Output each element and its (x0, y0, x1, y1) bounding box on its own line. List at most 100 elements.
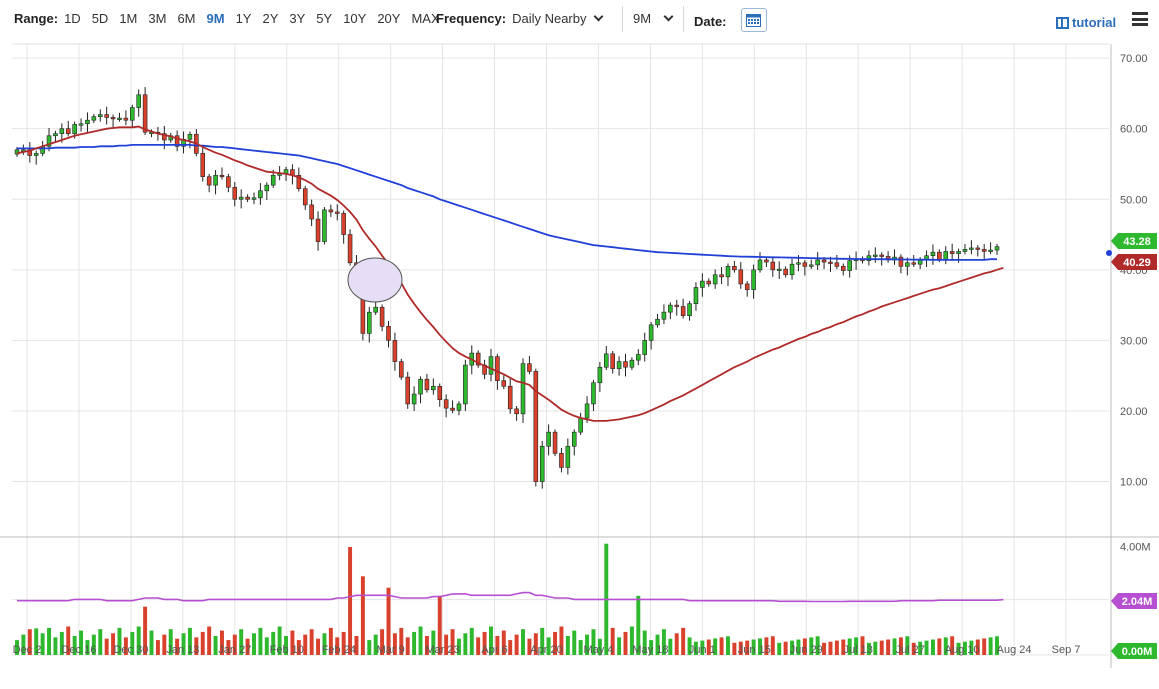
volume-bar (828, 641, 833, 655)
volume-bar (629, 626, 634, 655)
period-dropdown[interactable]: 9M (633, 11, 674, 26)
candle (91, 116, 97, 121)
volume-bar (489, 626, 493, 655)
volume-bar (591, 629, 596, 655)
candle (744, 283, 750, 290)
volume-bar (296, 640, 301, 655)
range-button-20y[interactable]: 20Y (377, 11, 401, 26)
chart[interactable]: Dec 2 Dec 16 Dec 30 Jan 13 Jan 27 Feb 10 Feb 2… (0, 38, 1159, 689)
volume-bar (335, 637, 340, 655)
volume-bar (540, 627, 545, 655)
x-tick-label: Apr 6 (481, 644, 507, 656)
x-tick-label: Jul 27 (895, 644, 924, 656)
volume-bar (367, 640, 372, 655)
date-label: Date: (694, 14, 727, 29)
candle (962, 249, 968, 252)
candle (418, 378, 423, 395)
candle (117, 117, 122, 120)
volume-bar (860, 636, 865, 655)
candle (104, 114, 109, 118)
range-button-3y[interactable]: 3Y (289, 11, 306, 26)
candle (162, 133, 167, 141)
volume-bar (53, 637, 58, 655)
volume-bar (898, 637, 903, 655)
range-button-1y[interactable]: 1Y (235, 11, 252, 26)
volume-bar (15, 640, 19, 655)
volume-bar (879, 640, 884, 655)
volume-bar (72, 636, 77, 655)
range-button-2y[interactable]: 2Y (262, 11, 279, 26)
candle (450, 407, 455, 411)
range-button-10y[interactable]: 10Y (343, 11, 367, 26)
candle (911, 262, 917, 265)
candle (988, 249, 993, 252)
candle (949, 251, 955, 254)
candle (629, 359, 635, 368)
volume-bar (303, 634, 308, 655)
range-button-5y[interactable]: 5Y (316, 11, 333, 26)
volume-bar (719, 637, 724, 655)
volume-bars (15, 543, 999, 655)
x-tick-label: Aug 10 (945, 644, 980, 656)
volume-bar (700, 640, 705, 655)
calendar-button[interactable] (740, 8, 767, 32)
candle (674, 304, 680, 307)
range-button-3m[interactable]: 3M (148, 11, 167, 26)
toolbar: Range: 1D 5D 1M 3M 6M 9M 1Y 2Y 3Y 5Y 10Y 20Y MAX Fre… (0, 0, 1159, 38)
range-button-max[interactable]: MAX (411, 11, 440, 26)
volume-bar (892, 638, 897, 655)
hamburger-menu-button[interactable] (1132, 12, 1148, 26)
candle (661, 311, 667, 320)
volume-bar (34, 628, 39, 655)
candle (514, 408, 519, 415)
candle (623, 361, 628, 368)
volume-bar (175, 638, 180, 655)
candle (700, 280, 705, 288)
volume-bar (437, 595, 442, 655)
volume-bar (642, 630, 647, 655)
candle (757, 259, 763, 271)
volume-bar (386, 587, 391, 655)
volume-bar (572, 630, 577, 655)
volume-bar (123, 637, 128, 655)
volume-bar (226, 640, 231, 655)
candle (636, 354, 641, 361)
candle (85, 119, 90, 125)
volume-bar (623, 631, 628, 655)
frequency-dropdown[interactable]: Daily Nearby (512, 11, 603, 26)
x-tick-label: Jun 15 (738, 644, 771, 656)
candle (245, 196, 250, 200)
candle (373, 306, 378, 313)
candle (399, 361, 404, 378)
volume-bar (597, 638, 602, 655)
range-button-5d[interactable]: 5D (91, 11, 109, 26)
candle (732, 266, 737, 271)
candle (456, 403, 462, 411)
volume-bar (732, 642, 737, 655)
range-button-1d[interactable]: 1D (64, 11, 81, 26)
volume-bar (354, 636, 359, 655)
range-button-1m[interactable]: 1M (119, 11, 138, 26)
candle (200, 153, 206, 177)
range-button-6m[interactable]: 6M (177, 11, 196, 26)
period-value: 9M (633, 11, 652, 26)
candle (328, 209, 334, 213)
volume-bar (444, 634, 449, 655)
volume-bar (751, 639, 756, 655)
volume-bar (681, 627, 686, 655)
candle (578, 417, 583, 433)
candle (969, 247, 974, 250)
candle (14, 149, 20, 155)
range-button-9m[interactable]: 9M (206, 11, 225, 26)
candle (668, 304, 673, 313)
candle (431, 385, 436, 391)
candle (937, 251, 942, 260)
volume-bar (668, 638, 673, 655)
volume-bar (783, 641, 788, 655)
tutorial-link[interactable]: tutorial (1056, 15, 1116, 30)
volume-bar (252, 633, 256, 655)
volume-bar (924, 640, 929, 655)
volume-bar (277, 626, 282, 655)
volume-bar (847, 638, 852, 655)
candle (334, 211, 340, 214)
